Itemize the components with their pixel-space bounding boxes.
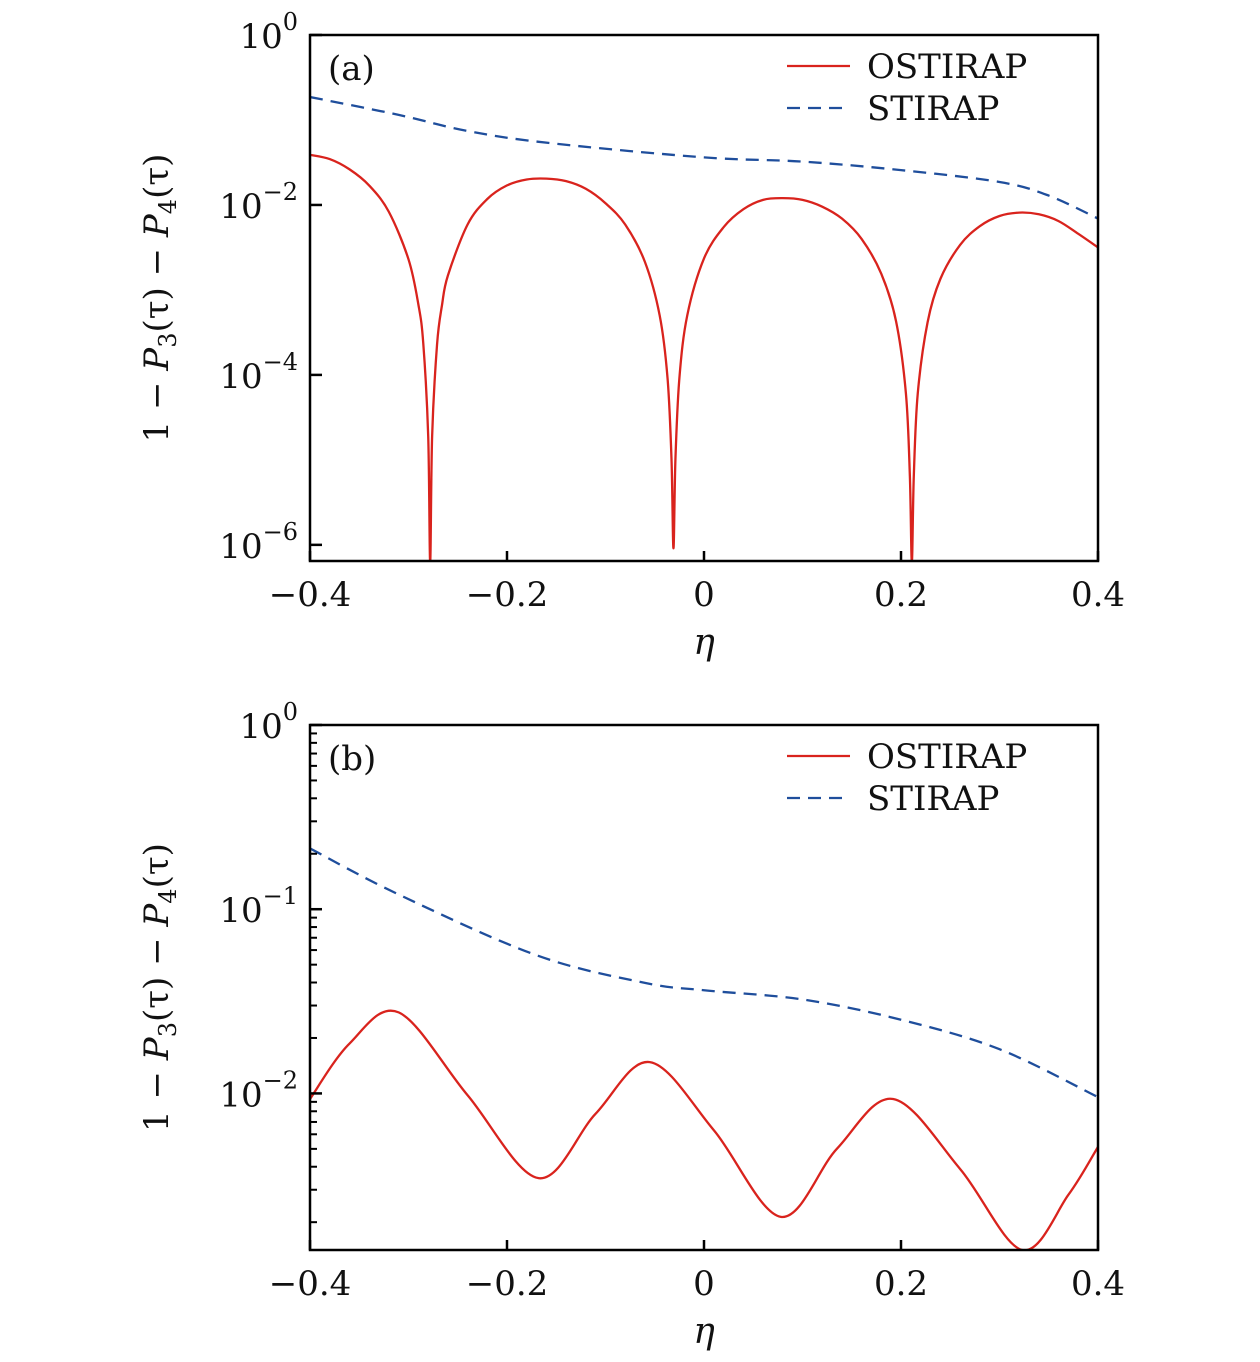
y-axis-label: 1 − P3(τ) − P4(τ) [137,154,182,443]
y-label-sub3: 3 [154,333,182,348]
y-label-p4: P [137,903,177,928]
y-tick-label: 100 [239,698,298,747]
panel-label: (b) [328,739,376,779]
y-label-suffix: (τ) [137,843,177,888]
y-tick-exponent: −2 [263,1066,298,1094]
panel-label: (a) [328,49,375,89]
x-tick-label: 0 [693,1264,715,1304]
y-tick-exponent: −1 [263,882,298,910]
y-tick-exponent: −4 [263,348,298,376]
y-label-sub4: 4 [154,199,182,214]
series-line-stirap [310,847,1098,1099]
y-label-p3: P [137,1036,177,1061]
y-tick-base: 10 [219,527,262,567]
y-label-p3: P [137,347,177,372]
y-tick-label: 100 [239,8,298,57]
x-tick-label: −0.4 [269,1264,352,1304]
y-label-sub4: 4 [154,888,182,903]
y-tick-base: 10 [219,187,262,227]
legend-label-ostirap: OSTIRAP [867,47,1027,87]
legend-label-stirap: STIRAP [867,779,999,819]
x-tick-label: −0.4 [269,575,352,615]
x-axis-label: η [693,622,715,663]
y-tick-base: 10 [239,17,282,57]
y-label-prefix: 1 − [137,371,177,443]
y-tick-label: 10−2 [219,178,298,227]
y-tick-base: 10 [219,357,262,397]
y-label-p4: P [137,213,177,238]
y-tick-label: 10−1 [219,882,298,931]
y-tick-label: 10−4 [219,348,298,397]
y-tick-base: 10 [239,707,282,747]
y-tick-label: 10−2 [219,1066,298,1115]
y-tick-exponent: 0 [283,8,298,36]
y-label-mid: (τ) − [137,237,177,332]
y-label-prefix: 1 − [137,1060,177,1132]
legend-label-ostirap: OSTIRAP [867,737,1027,777]
y-tick-base: 10 [219,891,262,931]
x-tick-label: 0.2 [874,575,928,615]
y-label-mid: (τ) − [137,927,177,1022]
x-axis-label: η [693,1311,715,1352]
y-tick-base: 10 [219,1075,262,1115]
x-tick-label: 0.4 [1071,575,1125,615]
y-tick-label: 10−6 [219,518,298,567]
y-label-suffix: (τ) [137,154,177,199]
x-tick-label: 0.4 [1071,1264,1125,1304]
y-tick-exponent: −6 [263,518,298,546]
y-label-sub3: 3 [154,1022,182,1037]
y-tick-exponent: −2 [263,178,298,206]
series-line-ostirap [310,153,1098,561]
legend-label-stirap: STIRAP [867,89,999,129]
series-line-stirap [310,95,1098,220]
series-line-ostirap [310,1009,1098,1250]
x-tick-label: 0 [693,575,715,615]
y-axis-label: 1 − P3(τ) − P4(τ) [137,843,182,1132]
x-tick-label: −0.2 [466,575,549,615]
x-tick-label: −0.2 [466,1264,549,1304]
x-tick-label: 0.2 [874,1264,928,1304]
y-tick-exponent: 0 [283,698,298,726]
